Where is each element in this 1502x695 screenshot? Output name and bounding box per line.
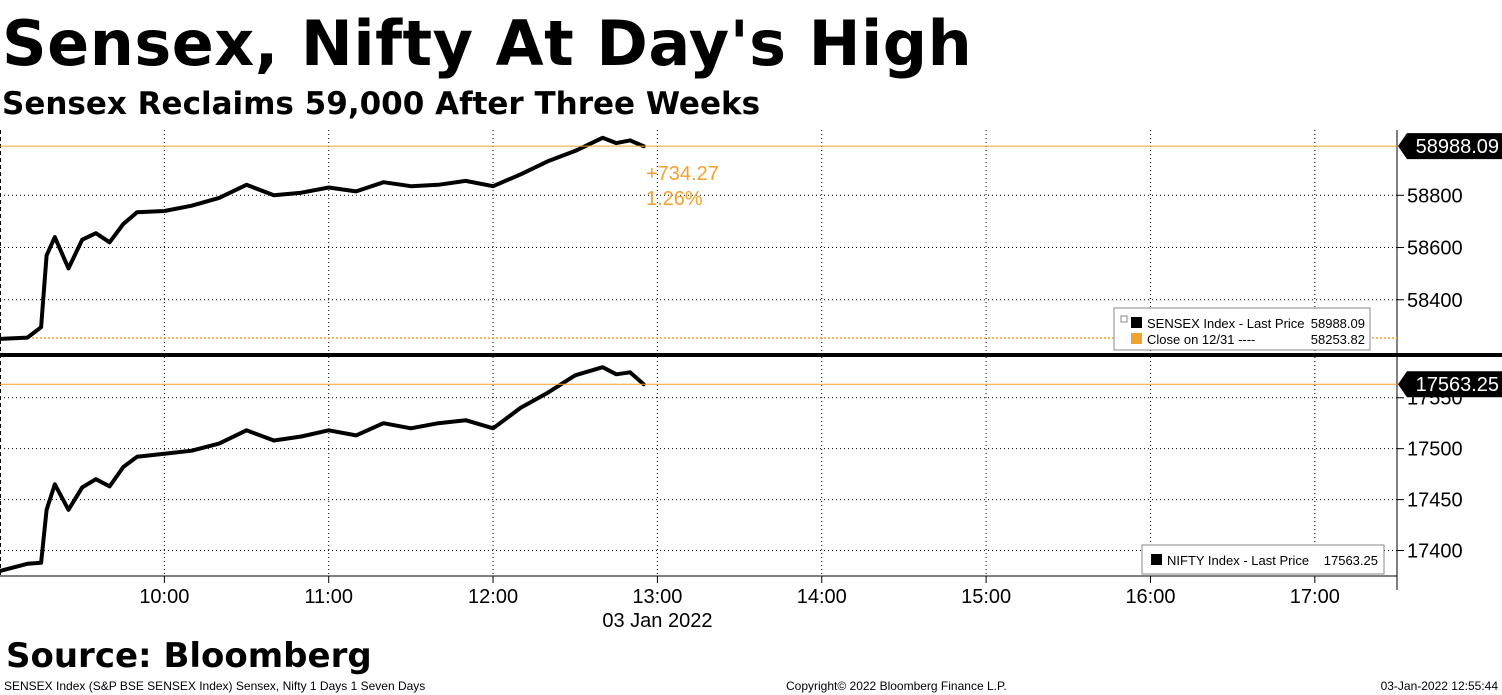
x-axis: 10:00 11:00 12:00 13:00 14:00 15:00 16:00 17:00… bbox=[139, 576, 1340, 630]
nifty-legend-box bbox=[1141, 544, 1385, 575]
y-tick-label: 17500 bbox=[1407, 439, 1463, 461]
y-tick-label: 58800 bbox=[1407, 185, 1463, 207]
sensex-panel: 58400 58600 58800 58988.09 bbox=[0, 133, 1502, 341]
last-value-tag-text: 17563.25 bbox=[1416, 374, 1499, 396]
legend-collapse-icon bbox=[1120, 315, 1128, 323]
sensex-legend-value: 58988.09 bbox=[1311, 316, 1365, 331]
footer-description: SENSEX Index (S&P BSE SENSEX Index) Sens… bbox=[4, 679, 426, 693]
x-tick-label: 10:00 bbox=[139, 586, 189, 608]
x-tick-label: 12:00 bbox=[468, 586, 518, 608]
last-value-tag-bg bbox=[1398, 371, 1502, 398]
x-tick-label: 17:00 bbox=[1290, 586, 1340, 608]
close-legend-label: Close on 12/31 ---- bbox=[1147, 332, 1255, 347]
sensex-legend: SENSEX Index - Last Price 58988.09 Close… bbox=[1113, 307, 1371, 351]
sensex-change-pct: 1.26% bbox=[646, 188, 703, 210]
nifty-legend-label: NIFTY Index - Last Price bbox=[1167, 553, 1309, 568]
chart-area: 58400 58600 58800 58988.09 17400 17450 17500 1… bbox=[0, 130, 1502, 630]
footer-copyright: Copyright© 2022 Bloomberg Finance L.P. bbox=[786, 679, 1007, 693]
last-value-tag-bg bbox=[1398, 133, 1502, 160]
x-tick-label: 15:00 bbox=[961, 586, 1011, 608]
chart-title: Sensex, Nifty At Day's High bbox=[2, 7, 973, 80]
y-tick-label: 58600 bbox=[1407, 238, 1463, 260]
last-value-tag: 17563.25 bbox=[1398, 371, 1502, 398]
y-tick-label: 17450 bbox=[1407, 490, 1463, 512]
sensex-legend-box bbox=[1113, 307, 1371, 351]
footer-timestamp: 03-Jan-2022 12:55:44 bbox=[1380, 679, 1498, 693]
x-tick-label: 16:00 bbox=[1125, 586, 1175, 608]
sensex-legend-label: SENSEX Index - Last Price bbox=[1147, 316, 1305, 331]
nifty-legend-value: 17563.25 bbox=[1324, 553, 1378, 568]
x-date-label: 03 Jan 2022 bbox=[602, 610, 712, 630]
x-tick-label: 13:00 bbox=[632, 586, 682, 608]
sensex-change-abs: +734.27 bbox=[646, 163, 719, 185]
close-legend-swatch bbox=[1131, 333, 1142, 344]
sensex-legend-swatch bbox=[1131, 317, 1142, 328]
panel-separator bbox=[0, 353, 1502, 357]
source-label: Source: Bloomberg bbox=[6, 636, 372, 676]
last-value-tag-text: 58988.09 bbox=[1416, 136, 1499, 158]
close-legend-value: 58253.82 bbox=[1311, 332, 1365, 347]
chart-frame bbox=[0, 130, 1502, 590]
nifty-legend: NIFTY Index - Last Price 17563.25 bbox=[1141, 544, 1385, 575]
nifty-legend-swatch bbox=[1151, 554, 1162, 565]
last-value-tag: 58988.09 bbox=[1398, 133, 1502, 160]
x-tick-label: 14:00 bbox=[797, 586, 847, 608]
y-tick-label: 58400 bbox=[1407, 290, 1463, 312]
chart-subtitle: Sensex Reclaims 59,000 After Three Weeks bbox=[2, 86, 761, 122]
series-line bbox=[0, 135, 646, 341]
x-tick-label: 11:00 bbox=[304, 586, 353, 608]
series-line bbox=[0, 365, 646, 573]
y-tick-label: 17400 bbox=[1407, 541, 1463, 563]
